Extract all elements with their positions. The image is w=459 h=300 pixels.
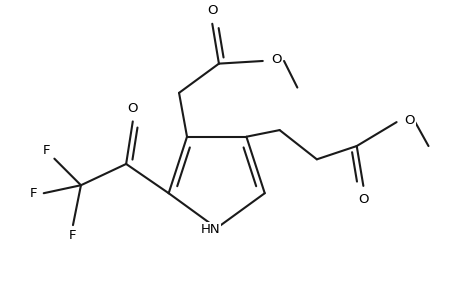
Text: O: O [207,4,217,17]
Text: O: O [270,53,281,66]
Text: F: F [43,144,50,157]
Text: HN: HN [200,223,219,236]
Text: O: O [404,114,414,127]
Text: O: O [127,102,138,115]
Text: O: O [358,193,368,206]
Text: F: F [69,229,77,242]
Text: F: F [29,187,37,200]
